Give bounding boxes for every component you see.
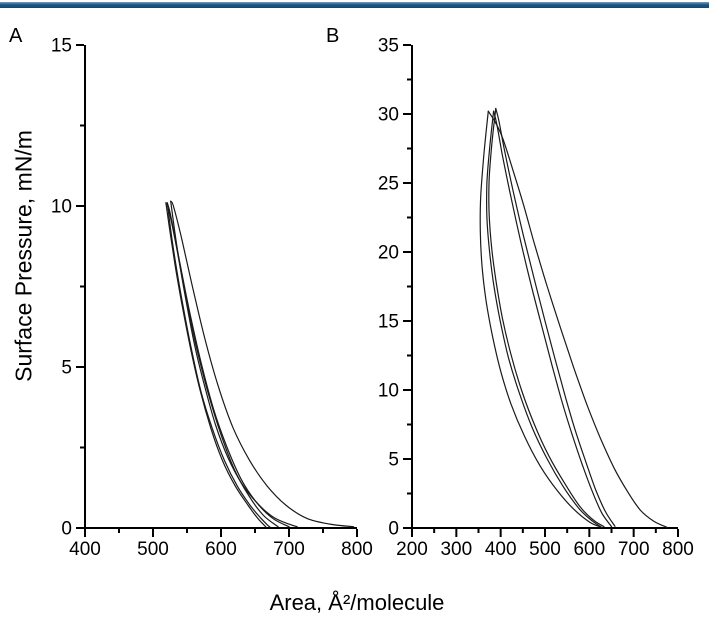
panel-b: 200 300 400 500 600 700 800 0 5 10 15 20 25 30 35	[378, 36, 694, 561]
x-tick-label: 500	[137, 539, 169, 560]
x-tick-label: 200	[396, 539, 428, 560]
isotherm-curve-cycle-1-compression	[170, 200, 355, 528]
y-tick-label: 0	[388, 519, 399, 540]
isotherm-curve-cycle-2-compression	[166, 202, 290, 528]
x-tick-label: 600	[573, 539, 605, 560]
panel-b-label: B	[326, 25, 340, 47]
y-tick-label: 10	[378, 381, 399, 402]
x-tick-label: 600	[205, 539, 237, 560]
y-tick-label: 20	[378, 243, 399, 264]
isotherm-curve-cycle-1-compression	[487, 110, 668, 528]
y-tick-label: 5	[388, 450, 399, 471]
y-tick-label: 5	[61, 358, 72, 379]
x-axis-title: Area, Å²/molecule	[269, 590, 445, 615]
y-tick-label: 25	[378, 174, 399, 195]
panel-a-label: A	[9, 25, 23, 47]
axis-spine	[411, 45, 678, 529]
isotherm-curve-cycle-2-expansion	[166, 202, 271, 528]
axis-spine	[84, 45, 357, 529]
isotherm-curve-cycle-3-compression	[495, 107, 616, 527]
y-axis-title: Surface Pressure, mN/m	[10, 130, 37, 382]
x-tick-label: 500	[529, 539, 561, 560]
x-tick-label: 400	[69, 539, 101, 560]
isotherm-curve-cycle-1-expansion	[170, 200, 298, 528]
x-tick-label: 800	[662, 539, 694, 560]
panel-a: 400 500 600 700 800 0 5 10 15	[51, 36, 373, 561]
isotherm-curve-cycle-1-expansion	[479, 110, 603, 528]
top-divider-rule	[0, 2, 709, 8]
y-tick-label: 30	[378, 105, 399, 126]
y-tick-label: 0	[61, 519, 72, 540]
isotherm-curve-cycle-3-compression	[165, 202, 279, 528]
x-tick-label: 300	[440, 539, 472, 560]
x-tick-label: 400	[485, 539, 517, 560]
x-tick-label: 700	[273, 539, 305, 560]
x-tick-label: 800	[341, 539, 373, 560]
y-tick-label: 15	[51, 36, 72, 57]
y-tick-label: 15	[378, 312, 399, 333]
isotherm-curve-cycle-3-expansion	[165, 202, 267, 528]
isotherm-curve-cycle-2-compression	[493, 110, 613, 528]
isotherm-curve-cycle-3-expansion	[488, 107, 605, 528]
y-tick-label: 10	[51, 197, 72, 218]
isotherm-curve-cycle-2-expansion	[486, 110, 602, 528]
y-tick-label: 35	[378, 36, 399, 57]
x-tick-label: 700	[618, 539, 650, 560]
